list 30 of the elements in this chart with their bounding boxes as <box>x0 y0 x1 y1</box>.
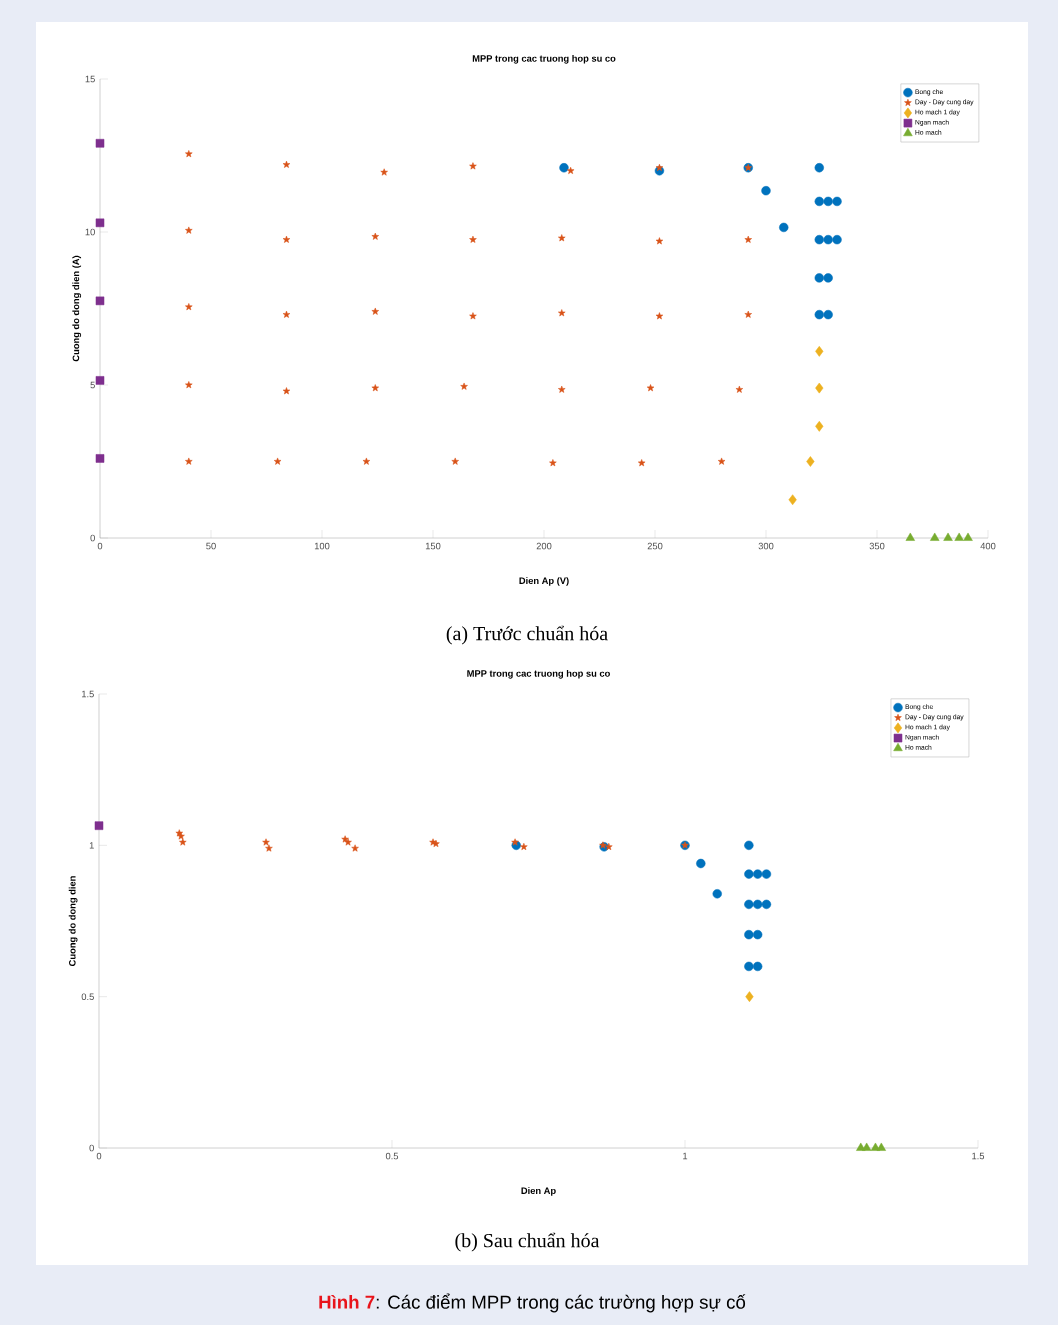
x-tick-label: 50 <box>206 542 216 550</box>
y-tick-label: 10 <box>85 228 95 236</box>
y-tick-label: 15 <box>85 75 95 83</box>
x-tick-label: 150 <box>425 542 441 550</box>
chart-title: MPP trong cac truong hop su co <box>472 54 616 64</box>
y-tick-label: 0 <box>90 534 95 542</box>
x-tick-label: 400 <box>980 542 996 550</box>
x-axis-title: Dien Ap <box>521 1187 556 1196</box>
text: (b) Sau chuẩn hóa <box>455 1232 600 1252</box>
x-tick-label: 0 <box>96 1152 102 1160</box>
x-tick-label: 0.5 <box>385 1152 399 1160</box>
x-tick-label: 200 <box>536 542 552 550</box>
x-tick-label: 300 <box>758 542 774 550</box>
x-tick-label: 100 <box>314 542 330 550</box>
x-tick-label: 350 <box>869 542 885 550</box>
text: (a) Trước chuẩn hóa <box>446 625 608 645</box>
y-tick-label: 0.5 <box>81 993 94 1000</box>
chart-title: MPP trong cac truong hop su co <box>467 669 610 679</box>
y-axis-title: Cuong do dong dien <box>68 876 78 966</box>
y-axis-title: Cuong do dong dien (A) <box>72 255 82 362</box>
x-tick-label: 1 <box>683 1152 688 1160</box>
y-tick-label: 1 <box>89 842 94 849</box>
x-axis-title: Dien Ap (V) <box>519 577 569 586</box>
y-tick-label: 0 <box>89 1144 94 1152</box>
x-tick-label: 1.5 <box>972 1152 985 1160</box>
x-tick-label: 0 <box>97 542 103 550</box>
x-tick-label: 250 <box>647 542 663 550</box>
y-tick-label: 1.5 <box>82 690 94 698</box>
text: Hình 7: Các điểm MPP trong các trường hợp sự cố <box>319 1293 746 1313</box>
y-tick-label: 5 <box>90 381 95 389</box>
